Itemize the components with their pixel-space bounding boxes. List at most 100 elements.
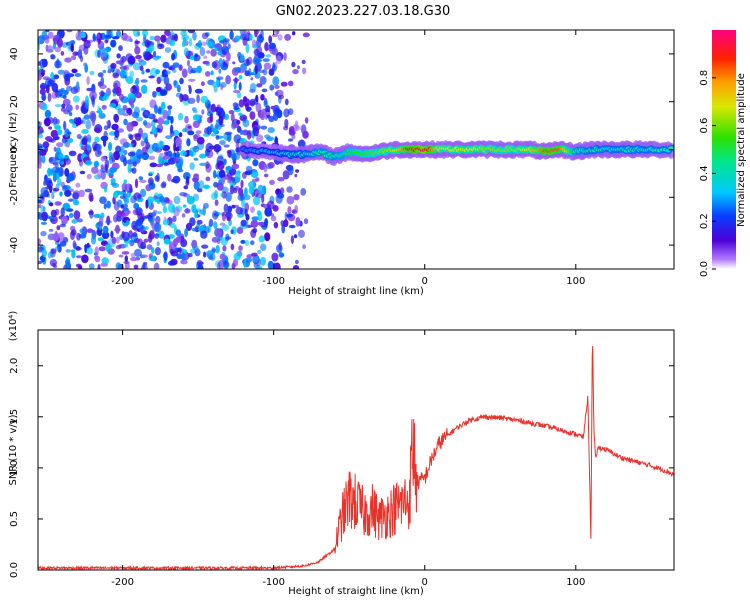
spectrogram-noise-cell <box>142 262 146 269</box>
spectrogram-noise-cell <box>264 134 271 139</box>
spectrogram-noise-cell <box>164 47 172 53</box>
spectrogram-noise-cell <box>251 44 259 49</box>
spectrogram-noise-cell <box>62 94 67 100</box>
spectrogram-ytick-label: 20 <box>9 95 20 108</box>
spectrogram-noise-cell <box>111 236 117 244</box>
colorbar-tick-label: 0.6 <box>699 118 710 134</box>
spectrogram-noise-cell <box>38 43 41 51</box>
spectrogram-noise-cell <box>141 146 148 155</box>
spectrogram-noise-cell <box>284 118 289 129</box>
spectrogram-noise-cell <box>155 211 163 215</box>
spectrogram-noise-cell <box>212 210 219 220</box>
spectrogram-noise-cell <box>206 126 212 135</box>
spectrogram-noise-cell <box>155 215 161 224</box>
spectrogram-noise-cell <box>58 170 63 177</box>
spectrogram-noise-cell <box>173 195 181 205</box>
spectrogram-noise-cell <box>67 198 74 202</box>
spectrogram-noise-cell <box>221 211 226 222</box>
spectrogram-noise-cell <box>66 30 73 33</box>
spectrogram-xtick-label: -200 <box>111 276 134 287</box>
spectrogram-noise-cell <box>85 99 89 110</box>
spectrogram-noise-cell <box>136 116 143 122</box>
spectrogram-noise-cell <box>57 129 63 136</box>
spectrogram-noise-cell <box>238 81 242 91</box>
spectrogram-noise-cell <box>172 215 177 223</box>
spectrogram-noise-cell <box>89 194 94 202</box>
spectrogram-noise-cell <box>294 259 299 265</box>
spectrogram-noise-cell <box>149 218 154 226</box>
spectrogram-noise-cell <box>59 191 63 197</box>
spectrogram-noise-cell <box>56 142 64 148</box>
spectrogram-noise-cell <box>145 68 151 73</box>
spectrogram-noise-cell <box>245 165 253 172</box>
spectrogram-noise-cell <box>102 69 107 74</box>
spectrogram-noise-cell <box>56 38 63 48</box>
spectrogram-noise-cell <box>187 252 193 258</box>
spectrogram-noise-cell <box>165 32 171 36</box>
spectrogram-noise-cell <box>119 93 125 101</box>
spectrogram-noise-cell <box>71 250 76 259</box>
snr-xtick-label: -200 <box>111 577 134 588</box>
spectrogram-ytick-label: -40 <box>9 237 20 253</box>
spectrogram-ytick-label: -20 <box>9 189 20 205</box>
spectrogram-noise-cell <box>295 217 301 227</box>
spectrogram-noise-cell <box>38 157 43 164</box>
spectrogram-noise-cell <box>225 192 232 202</box>
spectrogram-noise-cell <box>86 242 90 249</box>
spectrogram-noise-cell <box>159 195 165 203</box>
spectrogram-noise-cell <box>88 263 95 269</box>
spectrogram-noise-cell <box>263 100 269 108</box>
spectrogram-noise-cell <box>177 156 184 167</box>
spectrogram-noise-cell <box>268 115 275 123</box>
spectrogram-noise-cell <box>162 120 170 125</box>
spectrogram-noise-cell <box>96 33 100 39</box>
spectrogram-noise-cell <box>280 81 288 87</box>
spectrogram-noise-cell <box>179 192 187 197</box>
spectrogram-noise-cell <box>217 262 221 269</box>
spectrogram-noise-cell <box>167 105 173 110</box>
spectrogram-noise-cell <box>42 76 51 81</box>
spectrogram-noise-cell <box>189 162 195 171</box>
spectrogram-noise-cell <box>260 108 266 115</box>
spectrogram-noise-cell <box>115 236 120 244</box>
spectrogram-noise-cell <box>105 220 112 224</box>
spectrogram-noise-cell <box>138 176 143 181</box>
spectrogram-noise-cell <box>178 64 183 71</box>
spectrogram-noise-cell <box>53 74 60 80</box>
spectrogram-noise-cell <box>140 140 145 147</box>
spectrogram-noise-cell <box>185 179 190 186</box>
spectrogram-noise-cell <box>140 84 148 94</box>
spectrogram-noise-cell <box>212 81 218 88</box>
spectrogram-noise-cell <box>244 239 250 247</box>
spectrogram-noise-cell <box>284 211 288 221</box>
spectrogram-noise-cell <box>294 173 298 178</box>
spectrogram-noise-cell <box>162 61 170 69</box>
spectrogram-noise-cell <box>162 219 170 226</box>
spectrogram-noise-cell <box>48 228 54 232</box>
spectrogram-noise-cell <box>132 30 140 37</box>
spectrogram-noise-cell <box>193 134 199 142</box>
snr-panel: -200 -100 0 100 0.0 0.5 1.0 1.5 2.0 Height of st… <box>8 311 675 597</box>
spectrogram-noise-cell <box>62 98 71 106</box>
spectrogram-noise-cell <box>192 193 199 202</box>
spectrogram-noise-cell <box>71 55 77 60</box>
spectrogram-noise-cell <box>121 55 127 63</box>
spectrogram-noise-cell <box>122 112 129 117</box>
spectrogram-noise-cell <box>127 55 136 65</box>
spectrogram-noise-cell <box>264 207 273 217</box>
spectrogram-noise-cell <box>225 75 232 85</box>
spectrogram-noise-cell <box>249 83 257 92</box>
spectrogram-noise-cell <box>282 170 290 180</box>
spectrogram-noise-cell <box>134 133 142 141</box>
spectrogram-noise-cell <box>297 65 300 70</box>
spectrogram-noise-cell <box>214 199 219 206</box>
spectrogram-noise-cell <box>216 107 224 113</box>
spectrogram-noise-cell <box>79 228 86 234</box>
spectrogram-noise-cell <box>268 42 276 50</box>
spectrogram-noise-cell <box>238 75 243 80</box>
spectrogram-noise-cell <box>94 246 99 256</box>
spectrogram-noise-cell <box>97 105 101 114</box>
spectrogram-noise-cell <box>288 224 296 229</box>
spectrogram-noise-cell <box>171 53 176 61</box>
